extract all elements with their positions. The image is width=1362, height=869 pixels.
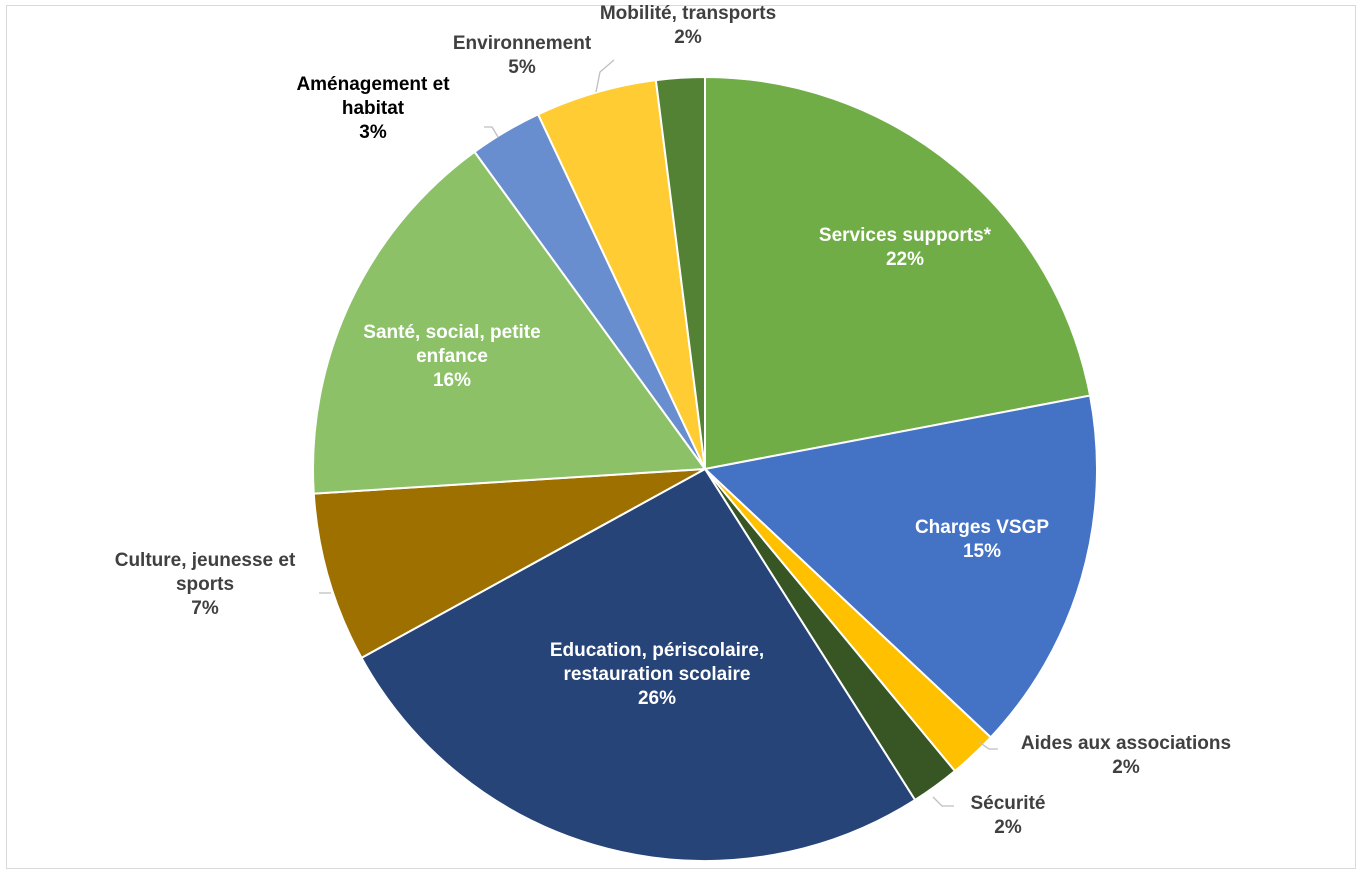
slice-label: sports bbox=[176, 574, 234, 595]
data-label: Services supports* 22% bbox=[819, 225, 992, 270]
slice-percent: 26% bbox=[638, 688, 676, 709]
slice-label: restauration scolaire bbox=[564, 664, 751, 685]
leader-line bbox=[978, 741, 998, 750]
data-label: Aides aux associations 2% bbox=[1021, 733, 1231, 778]
slice-percent: 2% bbox=[674, 27, 702, 48]
leader-line bbox=[484, 126, 499, 138]
data-label: Environnement 5% bbox=[453, 33, 592, 78]
slice-percent: 7% bbox=[191, 598, 219, 619]
pie-slice bbox=[704, 394, 1098, 739]
data-label: Mobilité, transports 2% bbox=[600, 3, 776, 48]
leader-line bbox=[595, 59, 615, 93]
data-label: Culture, jeunesse et sports 7% bbox=[115, 550, 296, 619]
pie-slice bbox=[312, 468, 706, 659]
data-label: Aménagement et habitat 3% bbox=[296, 74, 450, 143]
pie-slice bbox=[704, 76, 1092, 470]
slice-label: Culture, jeunesse et bbox=[115, 550, 296, 571]
pie-slice bbox=[654, 76, 706, 470]
slice-percent: 16% bbox=[433, 370, 471, 391]
leader-line bbox=[932, 796, 954, 807]
slice-percent: 3% bbox=[359, 122, 387, 143]
slice-label: Mobilité, transports bbox=[600, 3, 776, 24]
slice-label: Aides aux associations bbox=[1021, 733, 1231, 754]
slice-label: Services supports* bbox=[819, 225, 992, 246]
slice-label: Aménagement et bbox=[296, 74, 450, 95]
pie-slice bbox=[312, 150, 706, 495]
slice-label: Education, périscolaire, bbox=[550, 640, 764, 661]
slice-label: habitat bbox=[342, 98, 405, 119]
slice-percent: 22% bbox=[886, 249, 924, 270]
data-label: Santé, social, petite enfance 16% bbox=[363, 322, 540, 391]
data-label: Charges VSGP 15% bbox=[915, 517, 1049, 562]
slice-label: Environnement bbox=[453, 33, 592, 54]
slice-label: Charges VSGP bbox=[915, 517, 1049, 538]
slice-percent: 2% bbox=[994, 817, 1022, 838]
data-label: Education, périscolaire, restauration sco… bbox=[550, 640, 764, 709]
slice-label: Santé, social, petite bbox=[363, 322, 540, 343]
slice-percent: 2% bbox=[1112, 757, 1140, 778]
slice-label: enfance bbox=[416, 346, 488, 367]
data-label: Sécurité 2% bbox=[971, 793, 1046, 838]
slice-percent: 15% bbox=[963, 541, 1001, 562]
slice-label: Sécurité bbox=[971, 793, 1046, 814]
pie-slice bbox=[360, 468, 917, 862]
slice-percent: 5% bbox=[508, 57, 536, 78]
